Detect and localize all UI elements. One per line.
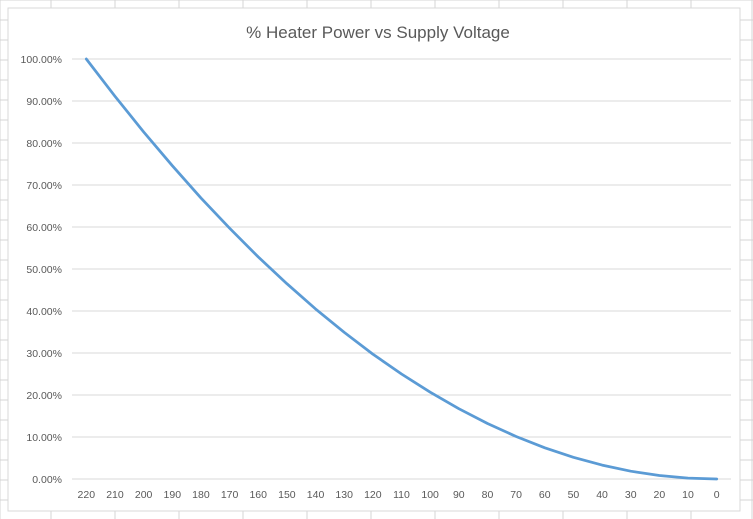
chart-title: % Heater Power vs Supply Voltage: [246, 23, 510, 42]
x-tick-label: 110: [393, 489, 410, 501]
data-point: [544, 447, 546, 449]
x-tick-label: 0: [714, 489, 720, 501]
data-point: [515, 435, 517, 438]
y-tick-label: 100.00%: [21, 54, 62, 66]
x-tick-label: 130: [335, 489, 353, 501]
y-tick-label: 50.00%: [26, 264, 62, 276]
x-tick-label: 40: [596, 489, 608, 501]
chart-area[interactable]: [7, 7, 741, 512]
data-point: [200, 197, 202, 199]
data-point: [486, 422, 489, 425]
x-tick-label: 210: [106, 489, 124, 501]
y-tick-label: 30.00%: [26, 348, 62, 360]
x-axis-ticks: 220 210 200 190 180 170 160 150 140 130 120 110 100 9…: [78, 489, 720, 501]
x-tick-label: 20: [654, 489, 666, 501]
x-tick-label: 200: [135, 489, 153, 501]
y-tick-label: 40.00%: [26, 306, 62, 318]
x-tick-label: 50: [568, 489, 580, 501]
data-point: [314, 308, 317, 310]
x-tick-label: 220: [78, 489, 96, 501]
x-tick-label: 80: [482, 489, 494, 501]
x-tick-label: 70: [510, 489, 522, 501]
x-tick-label: 190: [164, 489, 182, 501]
data-point: [400, 373, 403, 375]
data-point: [601, 464, 603, 466]
x-tick-label: 10: [682, 489, 694, 501]
y-axis-ticks: 0.00% 10.00% 20.00% 30.00% 40.00% 50.00% 60.00…: [21, 54, 62, 486]
y-tick-label: 10.00%: [26, 432, 62, 444]
data-point: [343, 331, 345, 333]
x-tick-label: 160: [249, 489, 267, 501]
data-point: [658, 474, 660, 477]
y-tick-label: 70.00%: [26, 180, 62, 192]
data-point: [630, 470, 632, 472]
x-tick-label: 140: [307, 489, 325, 501]
x-tick-label: 120: [364, 489, 382, 501]
data-point: [372, 353, 374, 355]
x-tick-label: 60: [539, 489, 551, 501]
data-point: [85, 58, 87, 60]
data-point: [143, 131, 145, 133]
x-tick-label: 100: [421, 489, 439, 501]
y-tick-label: 80.00%: [26, 138, 62, 150]
data-point: [458, 408, 460, 410]
data-point: [228, 227, 231, 229]
y-tick-label: 20.00%: [26, 390, 62, 402]
data-point: [687, 477, 689, 479]
data-point: [114, 95, 116, 97]
data-point: [286, 283, 288, 285]
y-tick-label: 90.00%: [26, 96, 62, 108]
data-point: [171, 165, 173, 167]
x-tick-label: 150: [278, 489, 296, 501]
y-gridlines: [72, 58, 731, 480]
data-point: [257, 256, 259, 258]
data-point: [716, 478, 718, 480]
x-tick-label: 30: [625, 489, 637, 501]
plot-series: [84, 57, 719, 481]
x-tick-label: 170: [221, 489, 239, 501]
data-point: [429, 391, 431, 393]
x-tick-label: 90: [453, 489, 465, 501]
x-tick-label: 180: [192, 489, 210, 501]
y-tick-label: 60.00%: [26, 222, 62, 234]
data-point: [572, 456, 575, 458]
y-tick-label: 0.00%: [32, 474, 62, 486]
